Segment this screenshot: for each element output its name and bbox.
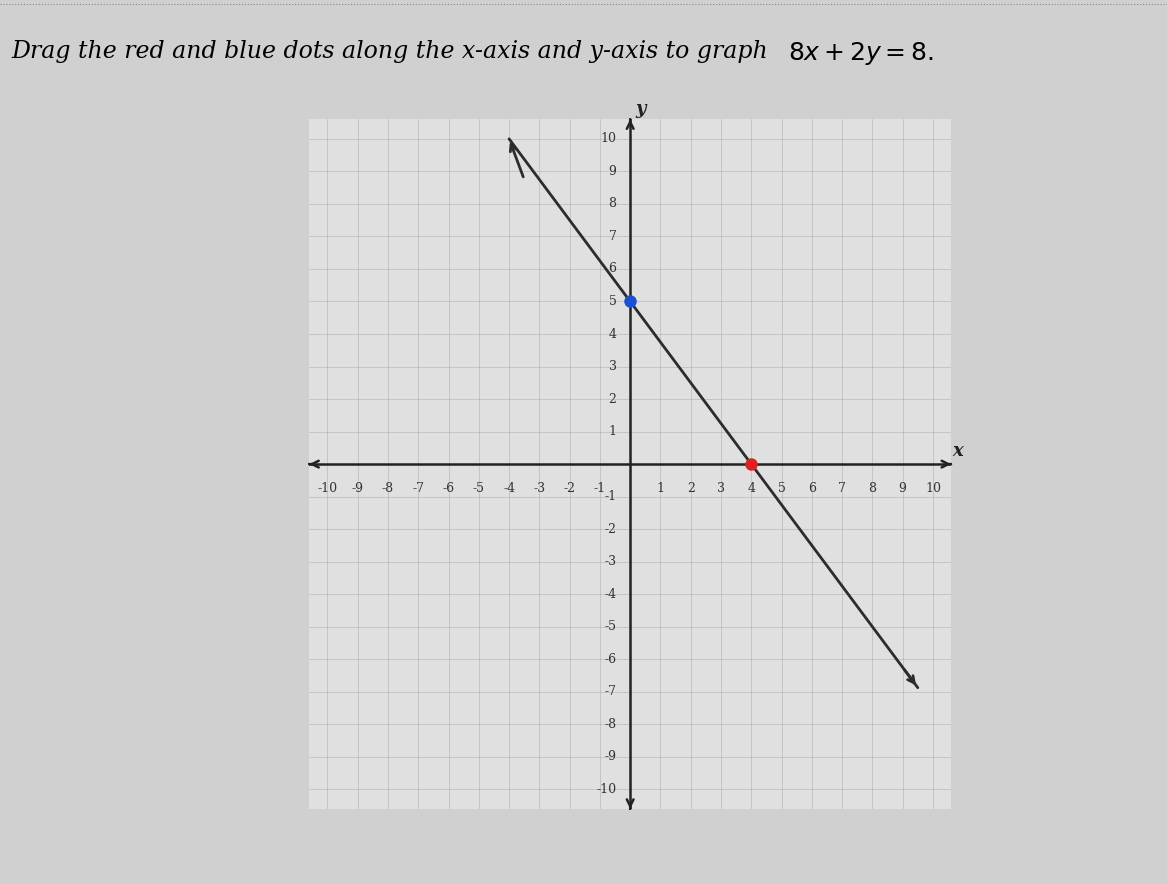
Text: 4: 4 [608,327,616,340]
Text: -5: -5 [473,482,484,495]
Text: -2: -2 [564,482,575,495]
Text: 1: 1 [657,482,664,495]
Text: -5: -5 [605,621,616,633]
Text: 4: 4 [747,482,755,495]
Text: 9: 9 [609,165,616,178]
Text: -4: -4 [605,588,616,601]
Text: x: x [952,442,964,460]
Text: 5: 5 [609,295,616,308]
Text: y: y [636,100,647,118]
Text: -3: -3 [533,482,545,495]
Text: 10: 10 [925,482,941,495]
Text: 2: 2 [609,392,616,406]
Text: -8: -8 [605,718,616,731]
Text: 9: 9 [899,482,907,495]
Text: 10: 10 [601,133,616,145]
Text: -3: -3 [605,555,616,568]
Text: -10: -10 [317,482,337,495]
Text: -10: -10 [596,783,616,796]
Text: -8: -8 [382,482,394,495]
Text: 7: 7 [609,230,616,243]
Text: 7: 7 [838,482,846,495]
Text: -7: -7 [605,685,616,698]
Text: 6: 6 [608,263,616,276]
Text: 3: 3 [608,360,616,373]
Text: -1: -1 [605,490,616,503]
Text: -4: -4 [503,482,515,495]
Text: 8: 8 [868,482,876,495]
Text: -7: -7 [412,482,425,495]
Text: -9: -9 [351,482,364,495]
Text: 8: 8 [608,197,616,210]
Text: -1: -1 [594,482,606,495]
Text: 2: 2 [687,482,694,495]
Text: -6: -6 [442,482,455,495]
Text: Drag the red and blue dots along the x-axis and y-axis to graph: Drag the red and blue dots along the x-a… [12,40,776,63]
Text: 5: 5 [777,482,785,495]
Text: -2: -2 [605,522,616,536]
Text: 3: 3 [717,482,725,495]
Text: -6: -6 [605,652,616,666]
Text: 1: 1 [608,425,616,438]
Text: $8x + 2y = 8.$: $8x + 2y = 8.$ [788,40,934,67]
Text: 6: 6 [808,482,816,495]
Text: -9: -9 [605,751,616,763]
